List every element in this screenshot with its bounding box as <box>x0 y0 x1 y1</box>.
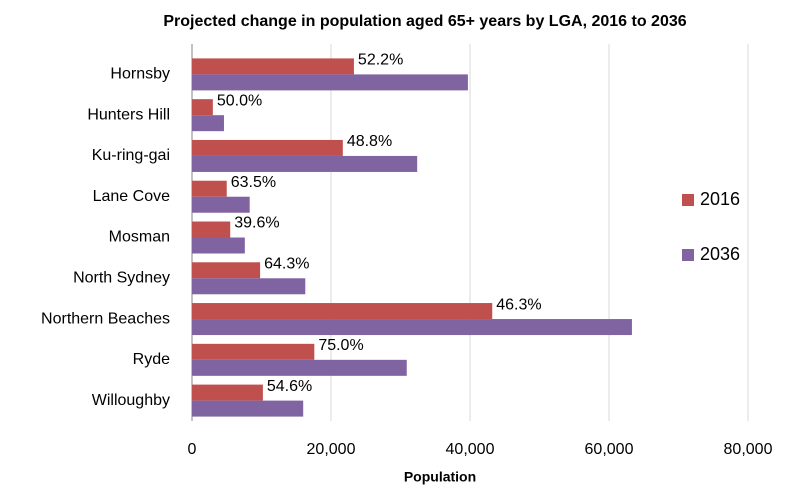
annotation: 52.2% <box>358 52 403 69</box>
annotation: 50.0% <box>217 92 262 109</box>
y-tick-label: Hunters Hill <box>87 106 170 123</box>
bar <box>192 155 418 172</box>
bar <box>192 319 632 336</box>
y-tick-label: North Sydney <box>73 269 170 286</box>
bar <box>192 99 213 116</box>
annotation: 48.8% <box>347 133 392 150</box>
legend-swatch <box>682 194 694 206</box>
y-tick-label: Mosman <box>109 229 170 246</box>
bar <box>192 400 304 417</box>
bar <box>192 180 227 197</box>
x-axis-title: Population <box>404 469 476 485</box>
y-tick-label: Lane Cove <box>93 188 170 205</box>
x-tick-label: 40,000 <box>446 441 495 458</box>
legend-swatch <box>682 249 694 261</box>
bar <box>192 384 263 401</box>
x-tick-label: 0 <box>188 441 197 458</box>
x-tick-label: 20,000 <box>307 441 356 458</box>
legend-label: 2016 <box>700 189 740 209</box>
bar <box>192 58 354 75</box>
annotation: 39.6% <box>234 215 279 232</box>
legend-label: 2036 <box>700 244 740 264</box>
annotation: 46.3% <box>496 296 541 313</box>
bar <box>192 303 493 320</box>
annotation: 54.6% <box>267 378 312 395</box>
bar <box>192 237 245 254</box>
y-tick-label: Hornsby <box>110 66 170 83</box>
chart-title: Projected change in population aged 65+ … <box>163 13 686 30</box>
bar <box>192 278 306 295</box>
bar <box>192 359 407 376</box>
annotation: 63.5% <box>231 174 276 191</box>
bar <box>192 115 224 132</box>
y-tick-label: Ku-ring-gai <box>92 147 170 164</box>
bar <box>192 343 315 360</box>
annotation: 64.3% <box>264 255 309 272</box>
bar <box>192 221 231 238</box>
y-tick-label: Ryde <box>133 351 170 368</box>
bar <box>192 196 250 213</box>
annotation: 75.0% <box>318 337 363 354</box>
x-tick-label: 60,000 <box>585 441 634 458</box>
bar <box>192 262 261 279</box>
y-tick-label: Northern Beaches <box>41 310 170 327</box>
bar <box>192 139 343 156</box>
y-tick-label: Willoughby <box>92 392 170 409</box>
x-tick-label: 80,000 <box>724 441 773 458</box>
bar <box>192 74 468 91</box>
